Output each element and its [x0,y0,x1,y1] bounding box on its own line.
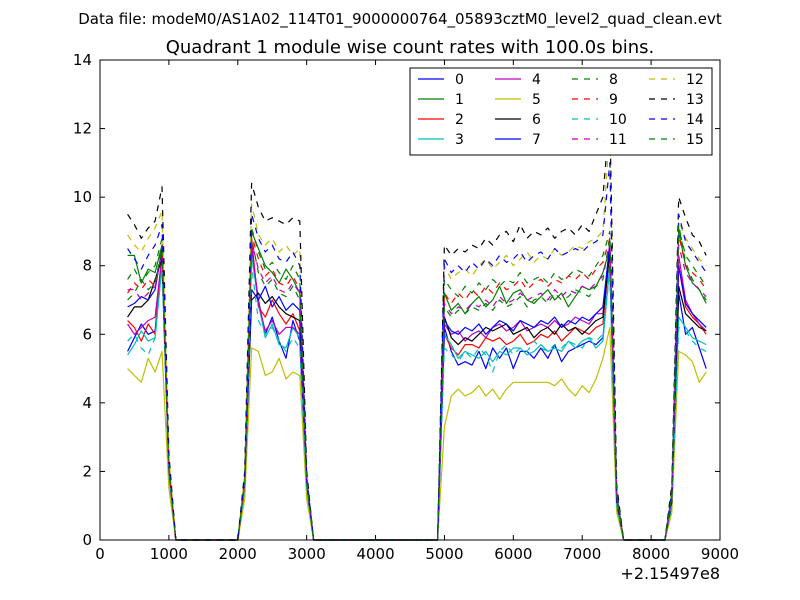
series-line-9 [127,234,707,541]
x-tick-label: 5000 [425,545,463,563]
axes-layer: 0 1000 2000 3000 4000 5000 6000 7000 8000 9000 0 2 4… [73,51,739,563]
x-tick-label: 8000 [632,545,670,563]
plot-frame [99,59,721,541]
x-tick-label: 3000 [288,545,326,563]
legend-label-2: 2 [455,112,464,128]
legend-label-4: 4 [532,72,541,88]
series-line-8 [127,227,707,541]
legend-label-14: 14 [686,112,704,128]
y-tick-label: 0 [82,531,92,549]
series-line-10 [127,265,707,541]
legend-label-12: 12 [686,72,704,88]
legend-label-0: 0 [455,72,464,88]
x-tick-label: 2000 [219,545,257,563]
x-tick-label: 6000 [494,545,532,563]
legend-frame [409,67,713,156]
legend-label-9: 9 [609,92,618,108]
series-line-13 [127,114,707,541]
series-line-0 [127,248,707,541]
legend-label-13: 13 [686,92,704,108]
y-tick-label: 2 [82,462,92,480]
y-tick-label: 12 [73,120,92,138]
legend-label-10: 10 [609,112,627,128]
series-line-1 [127,230,707,541]
series-line-11 [127,241,707,541]
series-line-4 [127,241,707,541]
legend-label-8: 8 [609,72,618,88]
legend-label-1: 1 [455,92,464,108]
x-offset-label: +2.15497e8 [620,564,720,583]
x-tick-label: 9000 [701,545,739,563]
y-tick-label: 8 [82,257,92,275]
x-tick-label: 4000 [356,545,394,563]
series-line-6 [127,251,707,541]
series-line-15 [127,224,707,541]
legend-label-3: 3 [455,132,464,148]
legend-label-11: 11 [609,132,627,148]
y-tick-label: 6 [82,325,92,343]
chart-suptitle: Data file: modeM0/AS1A02_114T01_90000007… [78,10,722,29]
series-line-2 [127,237,707,541]
legend-label-6: 6 [532,112,541,128]
series-line-14 [127,162,707,541]
series-line-7 [127,244,707,541]
x-tick-label: 0 [95,545,105,563]
y-tick-label: 4 [82,394,92,412]
x-tick-label: 1000 [150,545,188,563]
legend-label-15: 15 [686,132,704,148]
legend-label-7: 7 [532,132,541,148]
series-line-12 [127,128,707,541]
y-tick-label: 14 [73,51,92,69]
series-line-3 [127,254,707,541]
legend-label-5: 5 [532,92,541,108]
series-layer [127,114,707,541]
chart-title: Quadrant 1 module wise count rates with … [166,37,655,58]
y-tick-label: 10 [73,188,92,206]
x-tick-label: 7000 [563,545,601,563]
